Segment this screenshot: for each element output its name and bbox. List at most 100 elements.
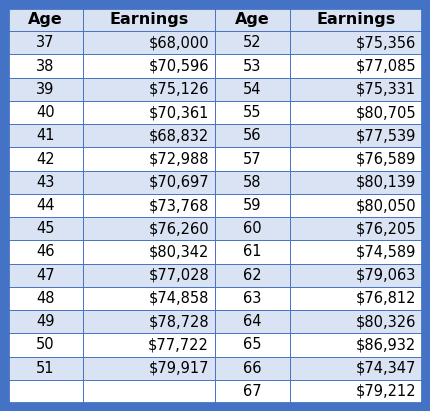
- Text: $74,858: $74,858: [149, 291, 209, 306]
- Text: 38: 38: [36, 59, 55, 74]
- Text: $79,212: $79,212: [355, 384, 416, 399]
- Text: $78,728: $78,728: [148, 314, 209, 329]
- Text: 40: 40: [36, 105, 55, 120]
- Text: 56: 56: [243, 128, 261, 143]
- Text: $80,342: $80,342: [149, 245, 209, 259]
- Bar: [289, 171, 422, 194]
- Bar: [8, 380, 83, 403]
- Bar: [215, 194, 289, 217]
- Text: $76,589: $76,589: [356, 152, 416, 166]
- Text: $72,988: $72,988: [148, 152, 209, 166]
- Text: $80,139: $80,139: [356, 175, 416, 190]
- Bar: [83, 333, 215, 356]
- Text: $70,361: $70,361: [149, 105, 209, 120]
- Bar: [8, 31, 83, 55]
- Bar: [8, 148, 83, 171]
- Text: $76,205: $76,205: [355, 221, 416, 236]
- Bar: [8, 263, 83, 287]
- Bar: [8, 240, 83, 263]
- Bar: [289, 8, 422, 31]
- Text: $79,063: $79,063: [356, 268, 416, 283]
- Text: 65: 65: [243, 337, 261, 352]
- Bar: [8, 194, 83, 217]
- Text: $76,260: $76,260: [148, 221, 209, 236]
- Bar: [215, 124, 289, 148]
- Bar: [215, 101, 289, 124]
- Bar: [8, 310, 83, 333]
- Text: 48: 48: [36, 291, 55, 306]
- Bar: [8, 333, 83, 356]
- Text: 50: 50: [36, 337, 55, 352]
- Bar: [289, 148, 422, 171]
- Bar: [83, 124, 215, 148]
- Bar: [289, 356, 422, 380]
- Bar: [289, 380, 422, 403]
- Bar: [83, 263, 215, 287]
- Text: $68,832: $68,832: [149, 128, 209, 143]
- Text: 57: 57: [243, 152, 261, 166]
- Bar: [83, 380, 215, 403]
- Text: 66: 66: [243, 360, 261, 376]
- Bar: [289, 217, 422, 240]
- Bar: [8, 101, 83, 124]
- Text: $70,596: $70,596: [148, 59, 209, 74]
- Text: $75,126: $75,126: [148, 82, 209, 97]
- Bar: [83, 55, 215, 78]
- Text: 37: 37: [36, 35, 55, 51]
- Text: $68,000: $68,000: [148, 35, 209, 51]
- Text: 42: 42: [36, 152, 55, 166]
- Bar: [215, 78, 289, 101]
- Bar: [289, 333, 422, 356]
- Bar: [8, 171, 83, 194]
- Text: 52: 52: [243, 35, 261, 51]
- Text: 44: 44: [36, 198, 55, 213]
- Bar: [215, 55, 289, 78]
- Text: $79,917: $79,917: [148, 360, 209, 376]
- Text: 62: 62: [243, 268, 261, 283]
- Bar: [83, 194, 215, 217]
- Text: $75,356: $75,356: [356, 35, 416, 51]
- Text: 61: 61: [243, 245, 261, 259]
- Bar: [289, 240, 422, 263]
- Bar: [83, 78, 215, 101]
- Text: 58: 58: [243, 175, 261, 190]
- Text: Earnings: Earnings: [109, 12, 188, 27]
- Text: $70,697: $70,697: [148, 175, 209, 190]
- Bar: [289, 78, 422, 101]
- Bar: [83, 240, 215, 263]
- Text: $86,932: $86,932: [356, 337, 416, 352]
- Text: $74,589: $74,589: [356, 245, 416, 259]
- Text: 43: 43: [36, 175, 55, 190]
- Bar: [83, 356, 215, 380]
- Bar: [215, 380, 289, 403]
- Bar: [289, 263, 422, 287]
- Bar: [289, 55, 422, 78]
- Bar: [83, 287, 215, 310]
- Text: $80,326: $80,326: [356, 314, 416, 329]
- Bar: [215, 333, 289, 356]
- Bar: [215, 356, 289, 380]
- Text: Age: Age: [28, 12, 63, 27]
- Text: $74,347: $74,347: [356, 360, 416, 376]
- Bar: [289, 287, 422, 310]
- Text: 49: 49: [36, 314, 55, 329]
- Bar: [215, 31, 289, 55]
- Text: $75,331: $75,331: [356, 82, 416, 97]
- Text: 67: 67: [243, 384, 261, 399]
- Text: 39: 39: [36, 82, 55, 97]
- Bar: [289, 310, 422, 333]
- Text: 64: 64: [243, 314, 261, 329]
- Text: $77,028: $77,028: [148, 268, 209, 283]
- Text: 47: 47: [36, 268, 55, 283]
- Bar: [215, 263, 289, 287]
- Text: $77,085: $77,085: [355, 59, 416, 74]
- Text: 45: 45: [36, 221, 55, 236]
- Bar: [8, 124, 83, 148]
- Bar: [8, 8, 83, 31]
- Bar: [215, 240, 289, 263]
- Text: 51: 51: [36, 360, 55, 376]
- Bar: [83, 101, 215, 124]
- Bar: [83, 8, 215, 31]
- Bar: [215, 217, 289, 240]
- Text: Earnings: Earnings: [316, 12, 396, 27]
